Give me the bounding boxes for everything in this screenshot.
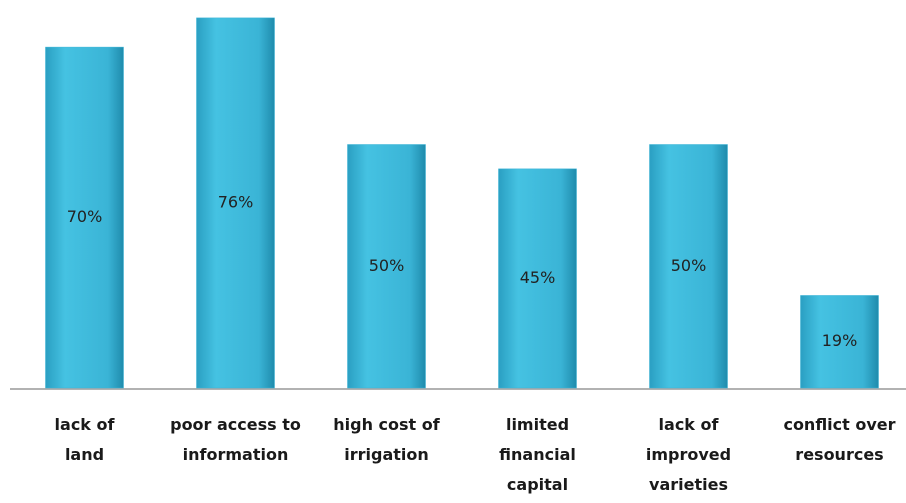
bar: [196, 17, 275, 389]
value-label: 70%: [67, 207, 103, 226]
bar: [45, 46, 124, 389]
value-label: 19%: [822, 331, 858, 350]
value-label: 45%: [520, 268, 556, 287]
x-tick-label: high cost of irrigation: [333, 415, 440, 464]
bar: [800, 295, 879, 389]
x-tick-label: lack of land: [54, 415, 115, 464]
x-tick-label: lack of improved varieties: [645, 415, 732, 494]
x-tick-label: conflict over resources: [783, 415, 896, 464]
value-label: 50%: [369, 256, 405, 275]
bar: [498, 168, 577, 389]
x-tick-label: limited financial capital: [499, 415, 576, 494]
x-tick-label: poor access to information: [170, 415, 301, 464]
value-label: 50%: [671, 256, 707, 275]
value-label: 76%: [218, 192, 254, 211]
bar: [649, 144, 728, 389]
bar: [347, 144, 426, 389]
